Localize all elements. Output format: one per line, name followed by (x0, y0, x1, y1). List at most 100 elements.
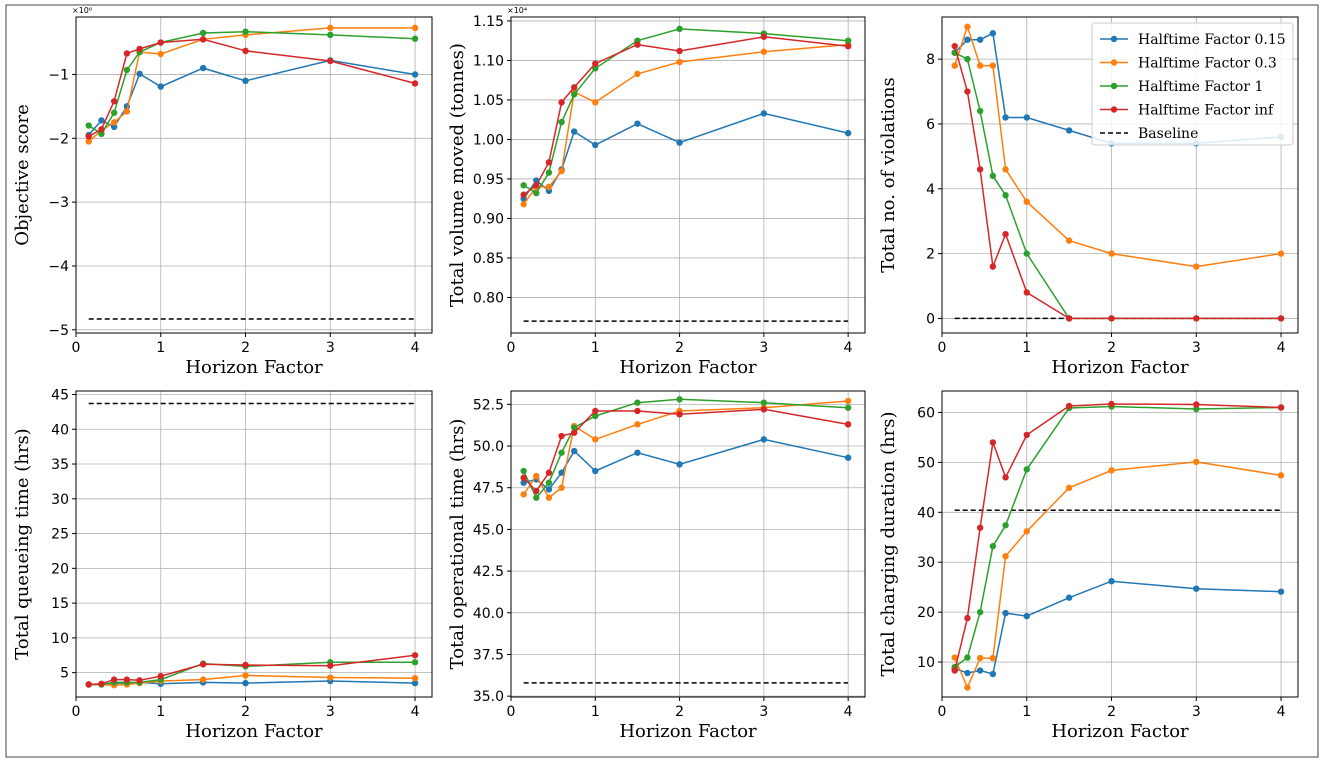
data-point (760, 48, 768, 55)
x-tick-label: 0 (507, 704, 516, 720)
data-point (592, 407, 599, 415)
series-line-4 (953, 403, 1282, 671)
y-tick-label: 0.80 (473, 290, 504, 306)
data-point (242, 661, 249, 669)
data-point (199, 676, 207, 683)
x-axis-label: Horizon Factor (619, 721, 757, 742)
data-point (327, 674, 334, 681)
chart-panel-2: 0 1 2 3 4 0.80 0.85 0.90 0.95 1.00 1.05 1.10 1.15×10… (447, 6, 866, 378)
data-point (411, 35, 419, 42)
x-tick-label: 3 (759, 340, 768, 356)
data-point (1023, 431, 1030, 439)
data-point (98, 126, 105, 133)
legend-entry-label: Halftime Factor 0.15 (1138, 32, 1286, 48)
data-point (157, 50, 164, 58)
data-point (951, 62, 958, 69)
data-point (157, 39, 164, 46)
y-axis-label: Total operational time (hrs) (447, 419, 468, 670)
data-point (1023, 612, 1030, 620)
y-tick-label: 45.0 (473, 522, 504, 538)
data-point (964, 654, 971, 661)
data-point (558, 99, 565, 106)
data-point (411, 679, 419, 687)
data-point (242, 679, 249, 687)
data-point (592, 65, 599, 72)
data-point (327, 24, 334, 32)
data-point (1193, 458, 1200, 466)
data-point (592, 99, 599, 106)
x-tick-label: 1 (156, 340, 165, 356)
y-axis-label: Objective score (12, 104, 33, 246)
chart-panel-5: 0 1 2 3 4 35.0 37.5 40.0 42.5 45.0 47.5 50.0 52.5 Hor… (447, 390, 866, 742)
legend-entry-label: Baseline (1138, 126, 1198, 142)
y-tick-label: 1.10 (473, 53, 504, 69)
legend-box (1091, 22, 1294, 146)
series-line-4 (953, 45, 1281, 320)
data-point (558, 118, 565, 126)
y-tick-label: 15 (51, 596, 69, 612)
data-point (533, 494, 540, 501)
data-point (242, 28, 249, 35)
y-tick-label: 10 (51, 631, 69, 647)
axes-frame (510, 16, 866, 334)
data-point (964, 614, 971, 622)
data-point (760, 110, 768, 117)
data-point (634, 449, 641, 456)
y-axis-label: Total queueing time (hrs) (12, 428, 33, 659)
series-line-1 (523, 438, 849, 491)
data-point (1193, 585, 1200, 592)
y-axis-label: Total no. of violations (878, 77, 899, 273)
data-point (1065, 127, 1073, 134)
data-point (592, 60, 599, 67)
data-point (844, 454, 852, 461)
legend-swatch-marker (1110, 59, 1118, 66)
x-tick-label: 2 (241, 704, 250, 720)
y-tick-label: 47.5 (473, 481, 504, 497)
data-point (1002, 166, 1009, 173)
data-point (520, 474, 527, 481)
y-tick-label: 40.0 (473, 606, 504, 622)
data-point (951, 42, 958, 50)
data-point (136, 677, 143, 684)
y-tick-label: −3 (48, 195, 69, 211)
y-tick-label: −5 (48, 323, 69, 339)
x-axis-label: Horizon Factor (185, 721, 323, 742)
data-point (558, 484, 565, 491)
x-tick-label: 1 (1022, 340, 1031, 356)
x-tick-label: 4 (411, 704, 420, 720)
data-point (634, 399, 641, 406)
data-point (592, 436, 599, 443)
data-point (989, 172, 997, 180)
data-point (634, 70, 641, 78)
axis-offset-label: ×10⁴ (507, 6, 527, 15)
data-point (545, 486, 553, 493)
data-point (520, 182, 527, 189)
data-point (520, 201, 527, 208)
data-point (676, 58, 683, 66)
x-tick-label: 3 (326, 340, 335, 356)
y-tick-label: 42.5 (473, 564, 504, 580)
data-point (327, 57, 334, 65)
data-point (558, 469, 565, 476)
data-point (844, 129, 852, 137)
data-point (989, 543, 997, 550)
data-point (520, 191, 527, 198)
data-point (964, 669, 971, 677)
data-point (1108, 315, 1115, 322)
data-point (199, 36, 207, 43)
data-point (844, 404, 852, 411)
legend-swatch-marker (1110, 35, 1118, 43)
y-tick-label: 25 (51, 527, 69, 543)
data-point (676, 139, 683, 146)
data-point (951, 654, 958, 661)
y-tick-label: 10 (917, 655, 935, 671)
data-point (520, 491, 527, 498)
data-point (1277, 404, 1285, 411)
data-point (1108, 250, 1115, 257)
data-point (411, 675, 419, 682)
data-point (545, 169, 553, 176)
series-line-4 (88, 654, 416, 686)
data-point (242, 77, 249, 85)
data-point (136, 45, 143, 53)
data-point (98, 130, 105, 138)
